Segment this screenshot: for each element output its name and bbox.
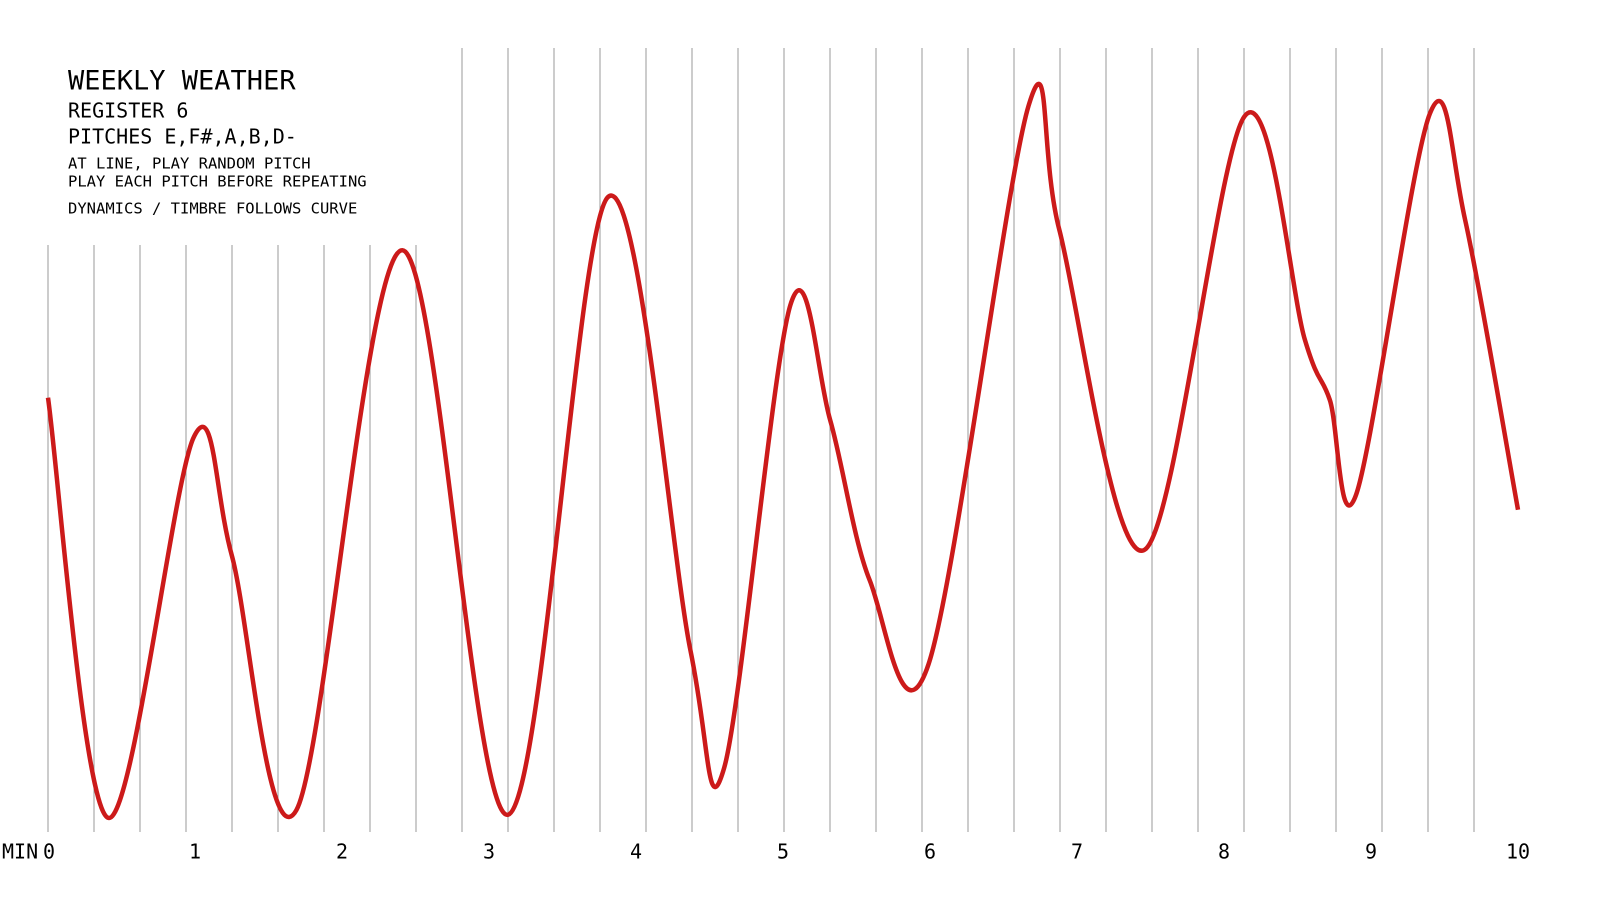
chart-title: WEEKLY WEATHER	[68, 66, 296, 97]
subtitle: REGISTER 6	[68, 99, 188, 123]
x-tick-label: 3	[483, 840, 495, 864]
annotation: AT LINE, PLAY RANDOM PITCH	[68, 155, 311, 173]
cue-lines	[47, 48, 1475, 832]
x-tick-label: 5	[777, 840, 789, 864]
annotation: PITCHES E,F#,A,B,D-	[68, 125, 297, 149]
x-tick-label: 6	[924, 840, 936, 864]
x-tick-label: 0	[43, 840, 55, 864]
x-tick-label: 7	[1071, 840, 1083, 864]
x-tick-label: 9	[1365, 840, 1377, 864]
annotation: PLAY EACH PITCH BEFORE REPEATING	[68, 173, 367, 191]
x-tick-label: 10	[1506, 840, 1530, 864]
x-tick-label: 2	[336, 840, 348, 864]
x-tick-label: 1	[189, 840, 201, 864]
x-tick-label: 8	[1218, 840, 1230, 864]
curve	[45, 81, 1521, 821]
x-tick-label: 4	[630, 840, 642, 864]
annotation: DYNAMICS / TIMBRE FOLLOWS CURVE	[68, 200, 357, 218]
x-axis-label: MIN	[2, 840, 38, 864]
